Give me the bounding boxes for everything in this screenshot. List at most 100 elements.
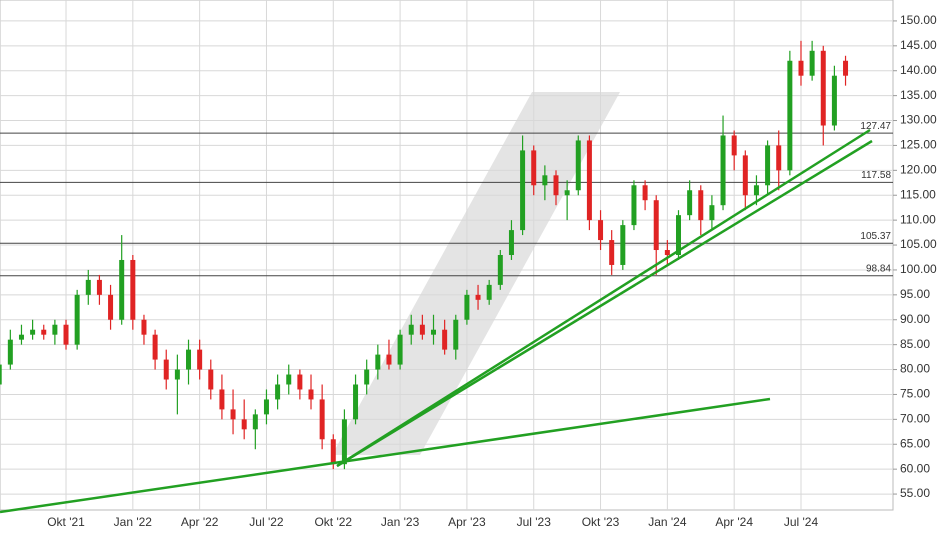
x-tick-label: Jan '24 xyxy=(648,515,687,529)
candle-body xyxy=(542,175,548,186)
candle-body xyxy=(263,399,269,415)
y-tick-label: 90.00 xyxy=(900,312,930,326)
y-tick-label: 150.00 xyxy=(900,13,937,27)
candle-body xyxy=(620,225,626,265)
y-tick-label: 60.00 xyxy=(900,461,930,475)
y-tick-label: 55.00 xyxy=(900,486,930,500)
level-label: 98.84 xyxy=(866,263,891,274)
candle-body xyxy=(653,200,659,251)
candle-body xyxy=(675,215,681,255)
trend-line xyxy=(0,397,771,514)
candle-body xyxy=(609,240,615,265)
candle-body xyxy=(731,135,737,156)
candle-body xyxy=(753,185,759,196)
candle-body xyxy=(408,324,414,335)
candle-body xyxy=(297,374,303,390)
trend-line xyxy=(336,139,873,468)
candle-body xyxy=(353,384,359,420)
candle-body xyxy=(765,145,771,186)
candle-body xyxy=(698,190,704,221)
candle-body xyxy=(219,389,225,410)
y-tick-label: 125.00 xyxy=(900,138,937,152)
candle-body xyxy=(531,150,537,186)
candle-body xyxy=(843,60,849,76)
candle-body xyxy=(141,319,147,335)
y-tick-label: 65.00 xyxy=(900,436,930,450)
candle-body xyxy=(553,175,559,196)
candle-body xyxy=(174,369,180,380)
y-tick-label: 135.00 xyxy=(900,88,937,102)
candle-body xyxy=(63,324,69,345)
candle-body xyxy=(208,369,214,390)
candle-body xyxy=(520,150,526,231)
y-tick-label: 115.00 xyxy=(900,187,936,201)
candle-body xyxy=(275,384,281,400)
candle-body xyxy=(241,419,247,430)
x-tick-label: Apr '24 xyxy=(715,515,753,529)
candle-body xyxy=(419,324,425,335)
candle-body xyxy=(687,190,693,216)
candle-body xyxy=(442,329,448,350)
candle-body xyxy=(163,359,169,380)
y-tick-label: 100.00 xyxy=(900,262,937,276)
candle-body xyxy=(119,259,125,320)
x-tick-label: Apr '22 xyxy=(181,515,219,529)
candle-body xyxy=(586,140,592,221)
y-tick-label: 130.00 xyxy=(900,113,937,127)
candle-body xyxy=(96,279,102,295)
x-tick-label: Okt '23 xyxy=(582,515,620,529)
candle-body xyxy=(431,329,437,335)
candle-body xyxy=(598,220,604,241)
level-label: 117.58 xyxy=(861,170,891,181)
x-tick-label: Jan '22 xyxy=(114,515,153,529)
candle-body xyxy=(130,259,136,320)
candle-body xyxy=(464,294,470,320)
y-tick-label: 120.00 xyxy=(900,163,937,177)
y-tick-label: 75.00 xyxy=(900,387,930,401)
candle-body xyxy=(564,190,570,196)
candle-body xyxy=(18,334,24,340)
candle-body xyxy=(197,349,203,370)
candle-body xyxy=(631,185,637,226)
x-tick-label: Jan '23 xyxy=(381,515,420,529)
x-tick-label: Jul '22 xyxy=(249,515,284,529)
candle-body xyxy=(74,294,80,345)
candle-body xyxy=(330,439,336,465)
candle-body xyxy=(41,329,47,335)
candle-body xyxy=(186,349,192,370)
candle-body xyxy=(453,319,459,350)
x-tick-label: Okt '21 xyxy=(47,515,85,529)
candle-body xyxy=(642,185,648,201)
candle-body xyxy=(7,339,13,365)
x-tick-label: Apr '23 xyxy=(448,515,486,529)
x-tick-label: Okt '22 xyxy=(314,515,352,529)
candle-body xyxy=(497,255,503,285)
y-tick-label: 145.00 xyxy=(900,38,937,52)
y-tick-label: 140.00 xyxy=(900,63,937,77)
candle-body xyxy=(776,145,782,171)
candle-body xyxy=(30,329,36,335)
level-label: 105.37 xyxy=(860,231,891,242)
candle-body xyxy=(831,75,837,126)
candle-body xyxy=(575,140,581,191)
candle-body xyxy=(720,135,726,206)
y-tick-label: 70.00 xyxy=(900,412,930,426)
candle-body xyxy=(798,60,804,76)
candle-body xyxy=(809,50,815,76)
candle-body xyxy=(508,230,514,255)
trend-line xyxy=(336,128,871,468)
y-tick-label: 85.00 xyxy=(900,337,930,351)
candle-body xyxy=(341,419,347,465)
candle-body xyxy=(52,324,58,335)
y-tick-label: 95.00 xyxy=(900,287,930,301)
candle-body xyxy=(375,354,381,370)
x-tick-label: Jul '24 xyxy=(784,515,819,529)
candle-body xyxy=(252,414,258,430)
trend-lines xyxy=(0,128,873,514)
candle-body xyxy=(0,364,2,385)
candle-body xyxy=(108,294,114,320)
level-label: 127.47 xyxy=(860,121,891,132)
x-tick-label: Jul '23 xyxy=(517,515,552,529)
candle-body xyxy=(386,354,392,365)
